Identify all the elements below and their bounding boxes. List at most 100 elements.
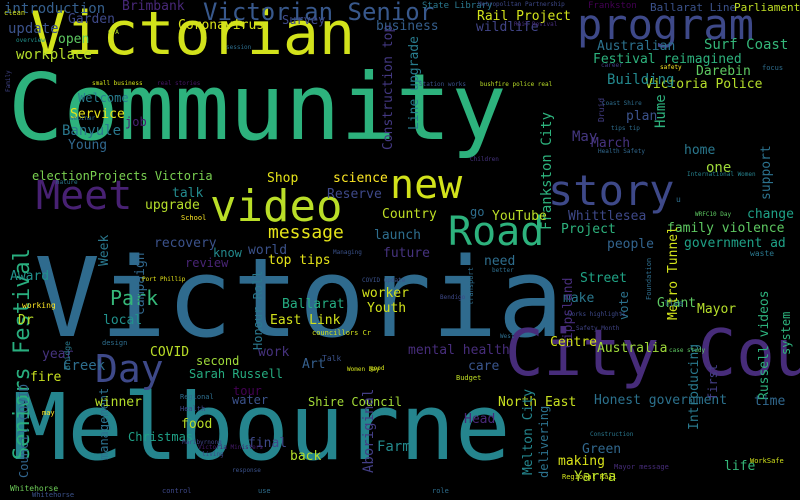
word-brimbank: Brimbank [122,0,185,14]
word-transport: transport [467,267,475,305]
word-youth: Youth [367,301,407,316]
word-green: Green [582,442,622,457]
word-coast-shire: Coast Shire [602,100,642,107]
word-mental-health: mental health [408,343,510,358]
word-welcome: Welcome [78,91,129,105]
word-local: local [103,313,143,328]
word-coronavirus: Coronavirus [178,18,265,33]
word-future: future [383,246,430,261]
word-budget: Budget [456,374,482,382]
word-update: update [8,21,59,37]
word-ballarat: Ballarat [282,297,345,312]
word-time: time [754,394,786,409]
word-program: program [577,0,755,49]
word-back: back [290,449,322,464]
word-dr: Dr [18,313,34,328]
word-covid-update: COVID update [362,277,406,284]
word-wildlife: wildlife [476,20,539,35]
word-victorian: Victorian [30,0,356,69]
word-year: year [42,347,74,362]
word-maribyrnong: Maribyrnong [182,439,222,446]
word-community: Community [8,54,507,161]
word-whittlesea: Whittlesea [568,209,647,224]
word-waste: waste [750,249,775,258]
word-focus: focus [762,64,784,72]
word-east-link: East Link [270,313,341,328]
word-review: review [185,256,229,270]
word-managing: Managing [333,249,362,256]
word-tips-tip: tips tip [611,125,640,132]
word-city-council: City Council [505,317,800,391]
word-honour-roll: Honour Roll [251,270,265,350]
word-case-study: case study [669,347,706,354]
word-yarra: Yarra [574,469,617,485]
word-construction-top: Construction top [381,24,396,150]
word-support: support [759,145,774,200]
word-one: one [706,160,732,176]
word-world: world [248,243,288,258]
word-rail-revival: Rail Revival [514,21,558,28]
word-ballarat-line: Ballarat Line [650,1,737,14]
word-victoria: Victoria [34,234,564,362]
word-construction: Construction [590,431,634,438]
word-north-east: North East [498,395,577,410]
word-garden: Garden [68,12,115,27]
word-small-business: small business [92,80,143,87]
word-grant: Grant [657,296,697,311]
word-award: Award [10,269,50,284]
word-wrfc10-day: WRFC10 Day [695,211,732,218]
word-plan: plan [626,109,658,124]
word-life: life [724,459,756,474]
word-bendigo: Bendigo [440,294,466,301]
word-upgrade: upgrade [145,198,200,213]
word-melbourne: Melbourne [12,374,511,481]
word-day: Day [95,347,164,391]
word-make: make [563,291,595,306]
word-recovery: recovery [154,236,217,251]
word-banyule: Banyule [62,123,122,139]
word-farm: Farm [377,439,411,455]
word-head: Head [464,412,496,427]
word-road: Road [448,209,545,255]
word-week: Week [97,234,112,266]
word-webinar: webinar [70,115,96,122]
word-know: know [213,246,242,260]
word-real-stories: real stories [157,80,201,87]
word-working: working [22,301,56,310]
word-festival-reimagined: Festival reimagined [593,52,742,67]
word-response: response [232,467,261,474]
word-whitehorse: Whitehorse [10,484,59,493]
word-creek: Creek [63,358,106,374]
word-use: use [258,487,271,495]
word-school: School [181,214,207,222]
word-covid: COVID [150,345,190,360]
word-electionprojects-victoria: electionProjects Victoria [32,169,213,183]
word-street: Street [580,271,627,286]
word-introduction: introduction [4,1,106,17]
word-druid: Druid [597,97,606,122]
word-shire-council: Shire Council [308,395,402,409]
word-australia: Australia [597,341,668,356]
word-honest-government: Honest government [594,393,728,408]
word-open: open [58,32,90,47]
word-country: Country [382,207,437,222]
word-project: Project [561,222,616,237]
word-tour: tour [233,384,262,398]
word-victoria-ministers: Victoria Ministers [198,444,264,451]
word-family: Family [5,70,12,92]
word-campaign: campaign [133,252,148,315]
word-meet: Meet [36,173,133,219]
word-delivering: delivering [537,405,551,478]
word-worker: worker [362,286,409,301]
word-safety-month: Safety Month [576,325,620,332]
word-family-violence: family violence [667,221,785,236]
word-regional-rail: Regional Rail [562,473,617,481]
word-fire: fire [30,370,62,385]
word-final: final [248,436,288,451]
word-system: system [779,311,793,355]
word-science: science [333,171,388,186]
word-government-ad: government ad [684,236,786,251]
word-message: message [268,222,344,243]
word-may: May [572,129,598,145]
word-parliament: Parliament [734,1,800,14]
